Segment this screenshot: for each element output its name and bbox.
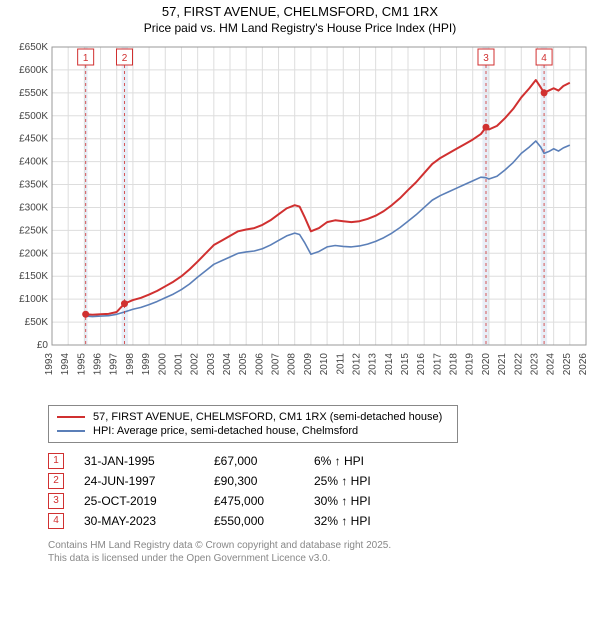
svg-text:£450K: £450K [19, 134, 48, 145]
chart-title-line2: Price paid vs. HM Land Registry's House … [8, 21, 592, 35]
svg-text:1994: 1994 [60, 352, 71, 375]
transaction-badge: 1 [48, 453, 64, 469]
svg-text:£550K: £550K [19, 88, 48, 99]
transaction-hpi-pct: 30% ↑ HPI [314, 494, 424, 508]
svg-text:2006: 2006 [254, 352, 265, 375]
legend-swatch [57, 416, 85, 418]
transaction-row: 2 24-JUN-1997£90,30025% ↑ HPI [48, 471, 592, 491]
svg-text:2003: 2003 [206, 352, 217, 375]
svg-text:2010: 2010 [319, 352, 330, 375]
svg-text:2008: 2008 [287, 352, 298, 375]
svg-text:1993: 1993 [44, 352, 55, 375]
transaction-hpi-pct: 32% ↑ HPI [314, 514, 424, 528]
svg-text:2019: 2019 [465, 352, 476, 375]
legend-label: 57, FIRST AVENUE, CHELMSFORD, CM1 1RX (s… [93, 411, 442, 423]
svg-text:2017: 2017 [432, 352, 443, 375]
transaction-row: 4 30-MAY-2023£550,00032% ↑ HPI [48, 511, 592, 531]
svg-text:2022: 2022 [513, 352, 524, 375]
svg-text:2026: 2026 [578, 352, 589, 375]
svg-text:£400K: £400K [19, 157, 48, 168]
svg-text:2016: 2016 [416, 352, 427, 375]
transaction-hpi-pct: 6% ↑ HPI [314, 454, 424, 468]
footer-line1: Contains HM Land Registry data © Crown c… [48, 539, 592, 552]
chart-plot-area: £0 £50K £100K £150K £200K £250K £300K £350K £400… [8, 39, 592, 399]
transaction-date: 31-JAN-1995 [84, 454, 214, 468]
transaction-badge: 3 [48, 493, 64, 509]
svg-text:2023: 2023 [529, 352, 540, 375]
transaction-row: 1 31-JAN-1995£67,0006% ↑ HPI [48, 451, 592, 471]
svg-text:2005: 2005 [238, 352, 249, 375]
transaction-price: £67,000 [214, 454, 314, 468]
svg-text:3: 3 [483, 53, 489, 64]
svg-text:2011: 2011 [335, 352, 346, 374]
svg-text:2001: 2001 [173, 352, 184, 375]
svg-text:2024: 2024 [546, 352, 557, 375]
svg-text:2013: 2013 [368, 352, 379, 375]
svg-text:1997: 1997 [109, 352, 120, 375]
svg-text:£150K: £150K [19, 271, 48, 282]
svg-text:£0: £0 [37, 340, 49, 351]
transaction-price: £475,000 [214, 494, 314, 508]
legend-row: 57, FIRST AVENUE, CHELMSFORD, CM1 1RX (s… [57, 410, 449, 424]
svg-text:2025: 2025 [562, 352, 573, 375]
transaction-badge: 4 [48, 513, 64, 529]
svg-text:£50K: £50K [25, 317, 49, 328]
transaction-price: £90,300 [214, 474, 314, 488]
svg-text:4: 4 [541, 53, 547, 64]
svg-text:2: 2 [122, 53, 128, 64]
svg-text:2000: 2000 [157, 352, 168, 375]
svg-text:1995: 1995 [76, 352, 87, 375]
svg-text:1999: 1999 [141, 352, 152, 375]
svg-text:£300K: £300K [19, 202, 48, 213]
transactions-table: 131-JAN-1995£67,0006% ↑ HPI224-JUN-1997£… [48, 451, 592, 531]
svg-text:2014: 2014 [384, 352, 395, 375]
svg-text:2012: 2012 [351, 352, 362, 375]
chart-svg: £0 £50K £100K £150K £200K £250K £300K £350K £400… [8, 39, 592, 399]
transaction-badge: 2 [48, 473, 64, 489]
transaction-price: £550,000 [214, 514, 314, 528]
legend-row: HPI: Average price, semi-detached house,… [57, 424, 449, 438]
footer-note: Contains HM Land Registry data © Crown c… [48, 539, 592, 565]
chart-title-line1: 57, FIRST AVENUE, CHELMSFORD, CM1 1RX [8, 4, 592, 21]
svg-text:£350K: £350K [19, 179, 48, 190]
chart-container: 57, FIRST AVENUE, CHELMSFORD, CM1 1RX Pr… [0, 0, 600, 573]
svg-text:2015: 2015 [400, 352, 411, 375]
footer-line2: This data is licensed under the Open Gov… [48, 552, 592, 565]
svg-text:£250K: £250K [19, 225, 48, 236]
svg-text:£100K: £100K [19, 294, 48, 305]
svg-text:2020: 2020 [481, 352, 492, 375]
svg-text:2002: 2002 [190, 352, 201, 375]
transaction-date: 24-JUN-1997 [84, 474, 214, 488]
svg-text:2009: 2009 [303, 352, 314, 375]
transaction-date: 25-OCT-2019 [84, 494, 214, 508]
legend-box: 57, FIRST AVENUE, CHELMSFORD, CM1 1RX (s… [48, 405, 458, 443]
svg-text:2004: 2004 [222, 352, 233, 375]
svg-text:£600K: £600K [19, 65, 48, 76]
svg-text:2021: 2021 [497, 352, 508, 375]
svg-text:1998: 1998 [125, 352, 136, 375]
svg-text:1: 1 [83, 53, 89, 64]
transaction-hpi-pct: 25% ↑ HPI [314, 474, 424, 488]
svg-text:2007: 2007 [271, 352, 282, 375]
svg-text:£500K: £500K [19, 111, 48, 122]
svg-text:£650K: £650K [19, 42, 48, 53]
legend-label: HPI: Average price, semi-detached house,… [93, 425, 358, 437]
transaction-row: 3 25-OCT-2019£475,00030% ↑ HPI [48, 491, 592, 511]
svg-text:£200K: £200K [19, 248, 48, 259]
transaction-date: 30-MAY-2023 [84, 514, 214, 528]
svg-text:1996: 1996 [93, 352, 104, 375]
svg-text:2018: 2018 [449, 352, 460, 375]
legend-swatch [57, 430, 85, 432]
